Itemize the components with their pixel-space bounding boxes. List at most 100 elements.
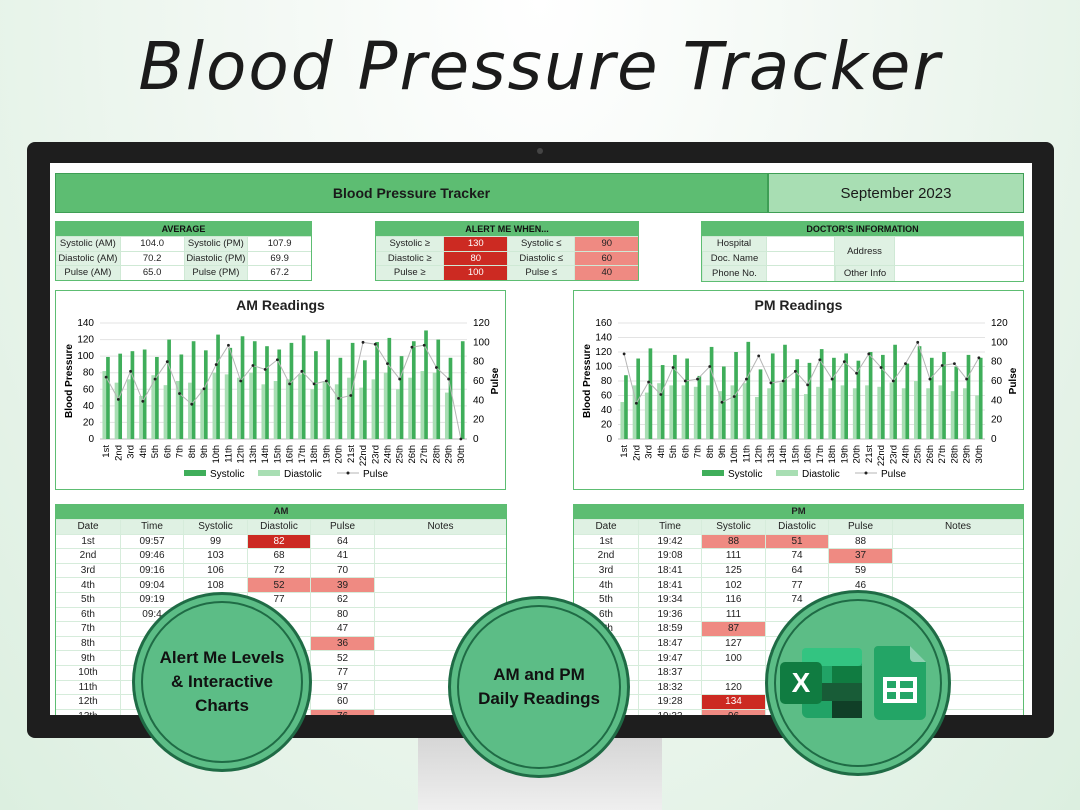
am_table-cell[interactable]: 9th	[81, 652, 95, 664]
pm_table-cell[interactable]: 18:32	[638, 680, 701, 695]
alert-value[interactable]: 130	[443, 237, 507, 251]
pm_table-cell[interactable]: 77	[765, 578, 828, 592]
am_table-cell[interactable]	[374, 592, 506, 607]
pm_table-cell[interactable]: 59	[828, 563, 892, 578]
am_table-cell[interactable]	[374, 651, 506, 665]
am_table-cell[interactable]: 106	[183, 563, 247, 578]
pm_table-cell[interactable]: 3rd	[598, 565, 614, 577]
am_table-cell[interactable]: 2nd	[79, 550, 97, 562]
am_table-cell[interactable]: 80	[310, 607, 374, 622]
average-value[interactable]: 67.2	[247, 266, 311, 280]
am_table-cell[interactable]: 13th	[56, 710, 120, 715]
am_table-cell[interactable]: 62	[310, 592, 374, 607]
am_table-cell[interactable]	[120, 665, 183, 680]
pm_table-cell[interactable]: 127	[701, 636, 765, 651]
pm_table-cell[interactable]	[765, 622, 828, 636]
other-info-value[interactable]	[895, 266, 1023, 281]
pm_table-cell[interactable]: 116	[701, 592, 765, 607]
pm_table-cell[interactable]: 100	[701, 651, 765, 665]
am_table-cell[interactable]: 6th	[81, 608, 95, 620]
docname-value[interactable]	[767, 252, 834, 267]
pm_table-cell[interactable]: 102	[701, 578, 765, 592]
am_table-cell[interactable]: 68	[247, 549, 310, 563]
average-value[interactable]: 69.9	[247, 251, 311, 265]
am_table-cell[interactable]: 12th	[78, 696, 98, 708]
pm_table-cell[interactable]: 5th	[599, 594, 613, 606]
pm_table-cell[interactable]	[765, 607, 828, 622]
address-value[interactable]	[895, 237, 1023, 267]
am_table-cell[interactable]	[374, 549, 506, 563]
pm_table-cell[interactable]: 134	[701, 695, 765, 709]
am_table-cell[interactable]	[374, 665, 506, 680]
pm_table-cell[interactable]: 74	[765, 592, 828, 607]
pm_table-cell[interactable]: 64	[765, 563, 828, 578]
am_table-cell[interactable]: 8th	[81, 638, 95, 650]
am_table-cell[interactable]	[374, 680, 506, 695]
am_table-cell[interactable]	[374, 636, 506, 651]
am_table-cell[interactable]: 11th	[78, 681, 98, 693]
am_table-cell[interactable]: 103	[183, 549, 247, 563]
pm_table-cell[interactable]: 19:08	[638, 549, 701, 563]
am_table-cell[interactable]	[374, 578, 506, 592]
alert-value[interactable]: 100	[443, 266, 507, 280]
pm_table-cell[interactable]	[765, 695, 828, 709]
am_table-cell[interactable]: 09:46	[120, 549, 183, 563]
am_table-cell[interactable]: 82	[247, 534, 310, 549]
am_table-cell[interactable]: 09:57	[120, 534, 183, 549]
am_table-cell[interactable]	[374, 622, 506, 636]
average-value[interactable]: 107.9	[247, 237, 311, 251]
am_table-cell[interactable]: 36	[310, 636, 374, 651]
am_table-cell[interactable]: 5th	[81, 594, 95, 606]
average-value[interactable]: 104.0	[119, 237, 184, 251]
am_table-cell[interactable]: 47	[310, 622, 374, 636]
alert-value[interactable]: 90	[574, 237, 638, 251]
am_table-cell[interactable]: 77	[310, 665, 374, 680]
pm_table-cell[interactable]: 19:47	[638, 651, 701, 665]
pm_table-cell[interactable]: 87	[701, 622, 765, 636]
am_table-cell[interactable]: 76	[310, 709, 374, 715]
am_table-cell[interactable]: 97	[310, 680, 374, 695]
am_table-cell[interactable]: 108	[183, 578, 247, 592]
pm_table-cell[interactable]: 19:42	[638, 534, 701, 549]
am_table-cell[interactable]: 1st	[81, 535, 95, 547]
am_table-cell[interactable]	[374, 563, 506, 578]
am_table-cell[interactable]	[120, 651, 183, 665]
pm_table-cell[interactable]: 18:59	[638, 622, 701, 636]
pm_table-cell[interactable]: 111	[701, 607, 765, 622]
am_table-cell[interactable]: 70	[310, 563, 374, 578]
pm_table-cell[interactable]: 2nd	[597, 550, 615, 562]
am-readings-chart[interactable]: AM Readings 0 20 40 60 80 100 120 140 0 20 40 60 80 1…	[55, 290, 506, 490]
average-value[interactable]: 70.2	[119, 251, 184, 265]
pm_table-cell[interactable]	[892, 534, 1023, 549]
pm_table-cell[interactable]: 51	[765, 534, 828, 549]
phone-value[interactable]	[767, 266, 834, 281]
pm_table-cell[interactable]: 46	[828, 578, 892, 592]
am_table-cell[interactable]: 7th	[81, 623, 95, 635]
am_table-cell[interactable]: 72	[247, 563, 310, 578]
pm_table-cell[interactable]: 18:41	[638, 578, 701, 592]
alert-value[interactable]: 40	[574, 266, 638, 280]
pm_table-cell[interactable]: 111	[701, 549, 765, 563]
hospital-value[interactable]	[767, 237, 834, 252]
pm-readings-chart[interactable]: PM Readings 0 20 40 60 80 100 120 140 160 0 20 40 60…	[573, 290, 1024, 490]
am_table-cell[interactable]: 64	[310, 534, 374, 549]
am_table-cell[interactable]: 39	[310, 578, 374, 592]
am_table-cell[interactable]	[374, 695, 506, 709]
pm_table-cell[interactable]: 19:28	[638, 695, 701, 709]
am_table-cell[interactable]	[374, 534, 506, 549]
am_table-cell[interactable]	[120, 709, 183, 715]
am_table-cell[interactable]	[120, 680, 183, 695]
pm_table-cell[interactable]: 37	[828, 549, 892, 563]
am_table-cell[interactable]	[120, 636, 183, 651]
pm_table-cell[interactable]	[765, 709, 828, 715]
pm_table-cell[interactable]	[765, 636, 828, 651]
am_table-cell[interactable]: 10th	[78, 667, 98, 679]
pm_table-cell[interactable]	[701, 665, 765, 680]
am_table-cell[interactable]	[374, 607, 506, 622]
pm_table-cell[interactable]: 4th	[599, 579, 613, 591]
am_table-cell[interactable]	[120, 695, 183, 709]
pm_table-cell[interactable]: 88	[828, 534, 892, 549]
pm_table-cell[interactable]: 1st	[599, 535, 613, 547]
pm_table-cell[interactable]	[765, 651, 828, 665]
pm_table-cell[interactable]: 6th	[599, 608, 613, 620]
